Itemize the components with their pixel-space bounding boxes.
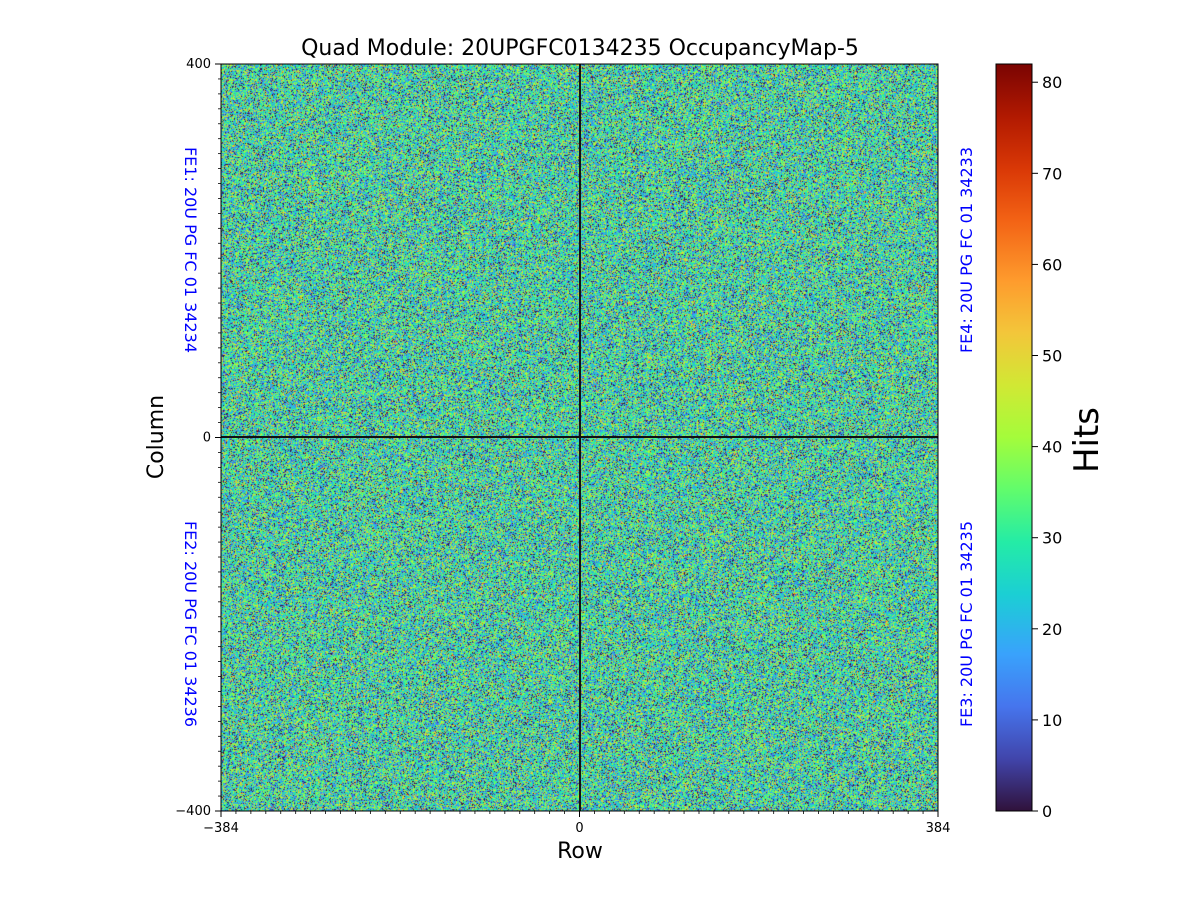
chart-title: Quad Module: 20UPGFC0134235 OccupancyMap… — [301, 36, 859, 61]
colorbar-tick-label: 80 — [1042, 73, 1062, 92]
y-tick-label: 0 — [203, 431, 211, 446]
colorbar-tick-label: 40 — [1042, 438, 1062, 457]
colorbar-tick-label: 70 — [1042, 164, 1062, 183]
colorbar-tick-label: 50 — [1042, 347, 1062, 366]
chip-label-fe1: FE1: 20U PG FC 01 34234 — [181, 147, 200, 353]
x-axis-ticks: −384 0 384 — [203, 811, 950, 836]
colorbar-label: Hits — [1067, 407, 1107, 473]
colorbar-tick-label: 60 — [1042, 255, 1062, 274]
chip-label-fe2: FE2: 20U PG FC 01 34236 — [181, 521, 200, 727]
chip-label-fe3: FE3: 20U PG FC 01 34235 — [957, 521, 976, 727]
colorbar-tick-label: 30 — [1042, 529, 1062, 548]
x-tick-label: −384 — [203, 821, 239, 836]
chip-label-fe4: FE4: 20U PG FC 01 34233 — [957, 147, 976, 353]
colorbar-tick-label: 20 — [1042, 620, 1062, 639]
colorbar-ticks: 0 10 20 30 40 50 60 70 80 — [1032, 73, 1062, 821]
colorbar-tick-label: 10 — [1042, 711, 1062, 730]
x-tick-label: 0 — [575, 821, 583, 836]
y-tick-label: −400 — [175, 804, 211, 819]
y-axis-ticks: 400 0 −400 — [175, 57, 221, 819]
y-axis-label: Column — [144, 395, 169, 479]
colorbar — [995, 63, 1033, 812]
x-axis-label: Row — [557, 839, 603, 864]
x-tick-label: 384 — [926, 821, 951, 836]
y-tick-label: 400 — [186, 57, 211, 72]
colorbar-tick-label: 0 — [1042, 802, 1052, 821]
